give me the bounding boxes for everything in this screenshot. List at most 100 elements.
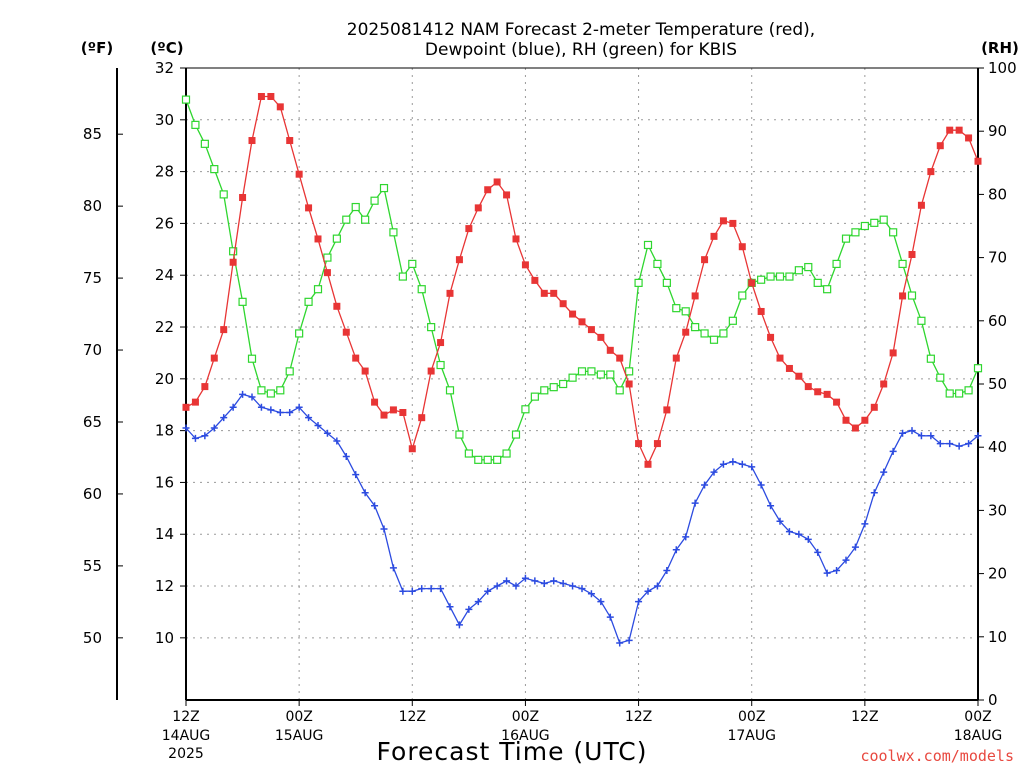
- time-tick-label: 12Z: [625, 709, 652, 725]
- rh-point: [728, 316, 737, 325]
- year-tick-label: 2025: [168, 746, 204, 762]
- rh-point: [813, 278, 822, 287]
- dewpoint-point: [493, 582, 501, 590]
- temperature-point: [446, 289, 454, 297]
- rh-point: [455, 430, 464, 439]
- rh-point: [606, 370, 615, 379]
- temperature-point: [323, 269, 331, 277]
- dewpoint-point: [418, 585, 426, 593]
- temperature-point: [653, 440, 661, 448]
- rh-point: [511, 430, 521, 439]
- dewpoint-point: [908, 427, 916, 435]
- temperature-point: [625, 380, 633, 388]
- rh-tick-label: 10: [988, 628, 1007, 646]
- fahrenheit-axis-ticks: 50 55 60 65 70 75 80 85: [83, 125, 123, 647]
- rh-point: [247, 354, 257, 363]
- temperature-point: [201, 383, 209, 391]
- time-tick-label: 00Z: [738, 709, 765, 725]
- temperature-point: [946, 126, 954, 134]
- dewpoint-point: [361, 489, 369, 497]
- rh-tick-label: 30: [988, 501, 1007, 519]
- dewpoint-point: [757, 481, 765, 489]
- temperature-point: [559, 300, 567, 308]
- dewpoint-point: [389, 564, 397, 572]
- temperature-point: [503, 191, 511, 199]
- dewpoint-point: [823, 569, 831, 577]
- dewpoint-point: [446, 603, 454, 611]
- temperature-point: [842, 416, 850, 424]
- dewpoint-point: [776, 517, 784, 525]
- date-tick-label: 17AUG: [727, 728, 776, 744]
- temperature-point: [757, 307, 765, 315]
- rh-point: [502, 449, 511, 458]
- dewpoint-point: [899, 429, 907, 437]
- temperature-point: [550, 289, 558, 297]
- dewpoint-point: [851, 543, 859, 551]
- rh-point: [342, 215, 351, 224]
- temperature-point: [974, 157, 982, 165]
- rh-point: [719, 329, 728, 338]
- rh-point: [832, 259, 841, 269]
- temperature-point: [276, 103, 284, 111]
- rh-point: [889, 228, 898, 237]
- dewpoint-point: [239, 390, 247, 398]
- rh-line: [185, 99, 979, 461]
- rh-tick-label: 80: [988, 185, 1007, 203]
- rh-point: [945, 389, 954, 398]
- dewpoint-point: [484, 587, 492, 595]
- rh-tick-label: 70: [988, 249, 1007, 267]
- dewpoint-point: [587, 590, 595, 598]
- temperature-point: [955, 126, 963, 134]
- dewpoint-point: [540, 579, 548, 587]
- temperature-point: [927, 168, 935, 176]
- temperature-point: [408, 445, 416, 453]
- rh-point: [445, 386, 455, 395]
- temperature-point: [371, 398, 379, 406]
- celsius-tick-label: 10: [155, 629, 174, 647]
- rh-point: [436, 360, 445, 370]
- dewpoint-point: [804, 535, 812, 543]
- rh-point: [464, 449, 473, 458]
- fahrenheit-tick-label: 75: [83, 269, 102, 287]
- rh-point: [757, 275, 766, 284]
- rh-point: [389, 228, 398, 237]
- rh-point: [370, 196, 379, 205]
- dewpoint-point: [559, 579, 567, 587]
- temperature-point: [578, 318, 586, 326]
- dewpoint-point: [229, 403, 237, 411]
- dewpoint-point: [672, 546, 680, 554]
- dewpoint-point: [635, 598, 643, 606]
- dewpoint-point: [220, 414, 228, 422]
- dewpoint-point: [295, 403, 303, 411]
- celsius-tick-label: 18: [155, 422, 174, 440]
- rh-point: [191, 120, 200, 129]
- rh-point: [210, 165, 219, 174]
- rh-point: [379, 183, 389, 193]
- celsius-tick-label: 32: [155, 59, 174, 77]
- temperature-point: [465, 225, 473, 233]
- celsius-tick-label: 16: [155, 473, 174, 491]
- time-tick-label: 12Z: [399, 709, 426, 725]
- chart-title-line1: 2025081412 NAM Forecast 2-meter Temperat…: [347, 20, 815, 40]
- temperature-point: [644, 460, 652, 468]
- temperature-point: [917, 201, 925, 209]
- date-tick-label: 14AUG: [162, 728, 211, 744]
- rh-point: [276, 386, 285, 395]
- rh-tick-label: 40: [988, 438, 1007, 456]
- dewpoint-point: [682, 533, 690, 541]
- rh-point: [332, 234, 341, 243]
- dewpoint-point: [465, 605, 473, 613]
- rh-point: [568, 373, 577, 382]
- dewpoint-point: [191, 434, 199, 442]
- rh-tick-label: 50: [988, 375, 1007, 393]
- temperature-point: [701, 256, 709, 264]
- dewpoint-point: [870, 489, 878, 497]
- rh-point: [634, 278, 643, 287]
- rh-point: [257, 386, 266, 395]
- temperature-point: [597, 333, 605, 341]
- temperature-point: [399, 408, 407, 416]
- temperature-point: [569, 310, 577, 318]
- celsius-tick-label: 12: [155, 577, 174, 595]
- rh-point: [662, 278, 671, 287]
- rh-point: [860, 221, 869, 231]
